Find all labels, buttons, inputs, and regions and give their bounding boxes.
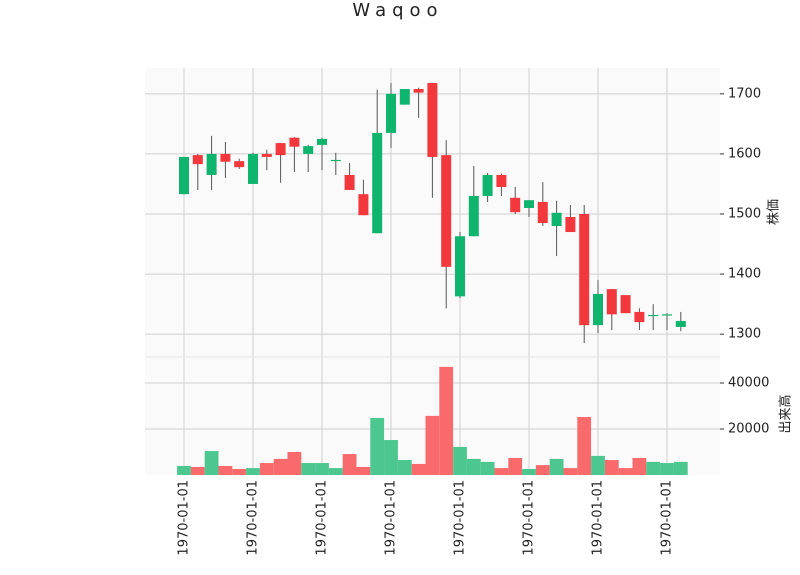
- volume-bar: [232, 469, 247, 475]
- x-tick-label: 1970-01-01: [660, 480, 675, 556]
- volume-bar: [356, 466, 371, 475]
- candle-body: [344, 174, 355, 190]
- candle-body: [192, 155, 203, 165]
- candle-body: [620, 295, 631, 314]
- volume-bar: [522, 469, 536, 475]
- candle-body: [455, 236, 465, 297]
- candle-body: [413, 89, 424, 93]
- y-tick-label: 1700: [728, 86, 761, 101]
- volume-bar: [453, 446, 467, 475]
- candle-body: [427, 83, 438, 157]
- candle-body: [303, 146, 314, 154]
- volume-bar: [259, 463, 274, 475]
- x-tick-label: 1970-01-01: [591, 480, 606, 556]
- candle-body: [289, 137, 300, 147]
- candle-body: [330, 159, 341, 162]
- candle-body: [468, 195, 479, 237]
- volume-bar: [411, 463, 426, 475]
- candle-body: [662, 314, 672, 316]
- candle-body: [524, 200, 534, 208]
- volume-bar: [591, 455, 605, 475]
- candle-body: [510, 197, 521, 213]
- volume-bar: [604, 460, 619, 475]
- candle-body: [565, 217, 576, 233]
- volume-bar: [204, 451, 219, 475]
- candle-body: [648, 314, 659, 317]
- x-tick-label: 1970-01-01: [384, 480, 399, 556]
- volume-bar: [508, 457, 523, 475]
- candle-body: [496, 174, 507, 187]
- candle-body: [317, 138, 327, 145]
- y-tick-label: 1300: [728, 327, 761, 342]
- volume-bar: [397, 460, 412, 475]
- volume-bar: [618, 468, 633, 475]
- y-tick-label: 1500: [728, 207, 761, 222]
- volume-bar: [370, 417, 385, 475]
- candle-body: [634, 311, 645, 323]
- volume-bar: [660, 463, 674, 475]
- x-tick-label: 1970-01-01: [522, 480, 537, 556]
- y-tick-label: 1400: [728, 267, 761, 282]
- volume-bar: [384, 440, 398, 475]
- candle-body: [482, 174, 493, 196]
- volume-bar: [287, 451, 302, 475]
- x-tick-label: 1970-01-01: [246, 480, 261, 556]
- candle-body: [372, 132, 383, 234]
- volume-bar: [328, 468, 343, 475]
- volume-bar: [273, 458, 288, 475]
- volume-tick-label: 40000: [728, 375, 769, 390]
- volume-bar: [177, 466, 191, 475]
- x-tick-label: 1970-01-01: [177, 480, 192, 556]
- volume-bar: [439, 366, 454, 475]
- volume-tick-label: 20000: [728, 421, 769, 436]
- candle-body: [606, 289, 617, 315]
- candle-body: [399, 89, 410, 105]
- volume-bar: [673, 461, 688, 475]
- volume-bar: [425, 415, 440, 475]
- volume-bar: [480, 461, 495, 475]
- candle-body: [358, 194, 369, 216]
- x-tick-label: 1970-01-01: [315, 480, 330, 556]
- candle-body: [261, 153, 272, 157]
- volume-bar: [466, 458, 481, 475]
- y-axis-label: 株価: [767, 199, 782, 225]
- candle-body: [234, 161, 245, 168]
- candle-body: [220, 153, 231, 162]
- candle-body: [551, 212, 562, 227]
- candle-body: [248, 153, 258, 184]
- candle-body: [675, 320, 686, 327]
- volume-bar: [494, 468, 509, 475]
- volume-axis-label: 出来高: [778, 394, 794, 433]
- candle-body: [537, 201, 548, 224]
- volume-bar: [535, 465, 550, 475]
- volume-bar: [190, 466, 205, 475]
- volume-bar: [549, 458, 564, 475]
- candle-body: [386, 93, 396, 133]
- volume-bar: [342, 454, 357, 475]
- candle-body: [441, 155, 452, 267]
- volume-bar: [563, 468, 578, 475]
- candle-body: [275, 143, 286, 156]
- volume-bar: [246, 468, 260, 475]
- volume-bar: [646, 461, 661, 475]
- volume-bar: [315, 463, 329, 475]
- volume-bar: [301, 463, 316, 475]
- candle-body: [179, 156, 189, 195]
- x-tick-label: 1970-01-01: [453, 480, 468, 556]
- candle-body: [593, 293, 603, 326]
- candle-body: [206, 153, 217, 175]
- chart-title: Waqoo: [352, 0, 443, 21]
- volume-bar: [218, 466, 233, 475]
- volume-bar: [632, 457, 647, 475]
- candle-body: [579, 214, 590, 326]
- volume-bar: [577, 417, 592, 475]
- y-tick-label: 1600: [728, 146, 761, 161]
